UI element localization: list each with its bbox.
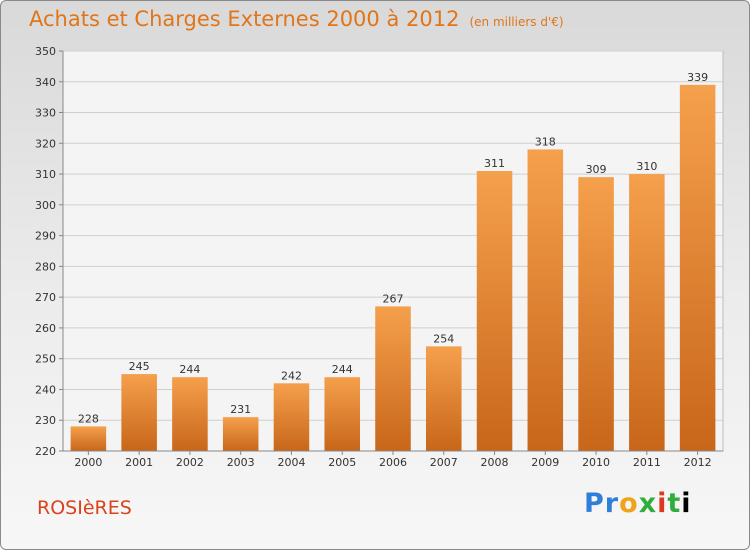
y-tick-label: 220 xyxy=(35,445,56,458)
y-tick-label: 260 xyxy=(35,322,56,335)
x-tick-label: 2000 xyxy=(74,456,102,469)
bar xyxy=(273,383,310,451)
data-label: 267 xyxy=(383,292,404,305)
bar xyxy=(375,306,411,451)
x-tick-label: 2002 xyxy=(176,456,204,469)
y-tick-label: 330 xyxy=(35,107,56,120)
data-label: 311 xyxy=(484,157,505,170)
bar xyxy=(476,171,513,451)
y-tick-label: 240 xyxy=(35,383,56,396)
bar xyxy=(578,177,614,451)
city-name: ROSIèRES xyxy=(37,497,132,519)
x-tick-label: 2004 xyxy=(277,456,305,469)
y-tick-label: 320 xyxy=(35,137,56,150)
y-tick-label: 230 xyxy=(35,414,56,427)
logo-letter: r xyxy=(604,488,620,519)
bar xyxy=(426,346,462,451)
y-tick-label: 300 xyxy=(35,199,56,212)
y-tick-label: 290 xyxy=(35,230,56,243)
logo-letter: i xyxy=(681,488,692,519)
bar xyxy=(222,417,259,451)
chart-title: Achats et Charges Externes 2000 à 2012 (e… xyxy=(29,7,564,31)
data-label: 309 xyxy=(586,163,607,176)
bar xyxy=(679,84,716,451)
y-tick-label: 270 xyxy=(35,291,56,304)
bar xyxy=(629,174,665,452)
proxiti-logo[interactable]: Proxiti xyxy=(584,488,692,519)
logo-letter: x xyxy=(638,488,658,519)
data-label: 242 xyxy=(281,369,302,382)
x-tick-label: 2011 xyxy=(633,456,661,469)
y-tick-label: 250 xyxy=(35,353,56,366)
data-label: 310 xyxy=(636,160,657,173)
data-label: 228 xyxy=(78,412,99,425)
logo-letter: P xyxy=(584,488,605,519)
data-label: 339 xyxy=(687,71,708,84)
logo-letter: o xyxy=(619,488,639,519)
x-tick-label: 2005 xyxy=(328,456,356,469)
x-tick-label: 2001 xyxy=(125,456,153,469)
data-label: 318 xyxy=(535,135,556,148)
y-tick-label: 350 xyxy=(35,45,56,58)
x-tick-label: 2007 xyxy=(430,456,458,469)
x-tick-label: 2012 xyxy=(684,456,712,469)
logo-letter: i xyxy=(657,488,668,519)
x-tick-label: 2003 xyxy=(227,456,255,469)
logo-letter: t xyxy=(667,488,682,519)
chart-subtitle: (en milliers d'€) xyxy=(469,15,564,29)
x-tick-label: 2006 xyxy=(379,456,407,469)
y-tick-label: 310 xyxy=(35,168,56,181)
data-label: 231 xyxy=(230,403,251,416)
data-label: 254 xyxy=(433,332,454,345)
bar xyxy=(527,149,564,451)
x-tick-label: 2009 xyxy=(531,456,559,469)
x-tick-label: 2008 xyxy=(481,456,509,469)
y-tick-label: 340 xyxy=(35,76,56,89)
bar xyxy=(70,426,107,451)
y-tick-label: 280 xyxy=(35,260,56,273)
bar xyxy=(121,374,157,451)
bar xyxy=(324,377,360,451)
title-text: Achats et Charges Externes 2000 à 2012 xyxy=(29,7,460,31)
data-label: 244 xyxy=(179,363,200,376)
x-tick-label: 2010 xyxy=(582,456,610,469)
bar xyxy=(172,377,208,451)
data-label: 244 xyxy=(332,363,353,376)
data-label: 245 xyxy=(129,360,150,373)
